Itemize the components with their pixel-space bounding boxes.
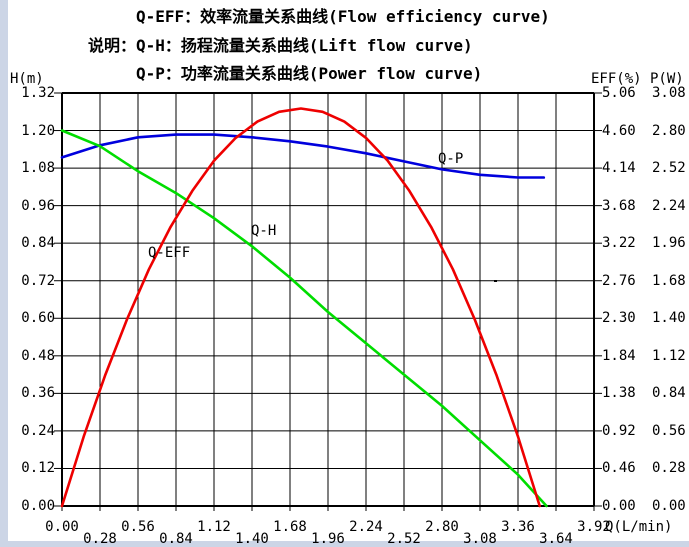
x-axis-tick: 3.08 (463, 531, 497, 547)
x-axis-tick: 3.36 (501, 519, 535, 535)
x-axis-tick: 0.84 (159, 531, 193, 547)
eff-axis-tick: 5.06 (602, 85, 636, 101)
x-axis-title: Q(L/min) (605, 519, 673, 535)
x-axis-tick: 1.40 (235, 531, 269, 547)
eff-axis-tick: 2.30 (602, 310, 636, 327)
h-axis-tick: 0.00 (21, 498, 55, 514)
p-axis-tick: 1.40 (652, 310, 686, 327)
p-axis-tick: 0.00 (652, 498, 686, 514)
eff-axis-tick: 3.22 (602, 235, 636, 252)
x-axis-tick: 3.92 (577, 519, 611, 535)
x-axis-tick: 2.24 (349, 519, 383, 535)
p-axis-tick: 1.12 (652, 347, 686, 364)
x-axis-tick: 1.12 (197, 519, 231, 535)
eff-axis-tick: 1.84 (602, 347, 636, 364)
stray-mark (494, 280, 497, 282)
eff-axis-tick: 3.68 (602, 197, 636, 214)
x-axis-tick: 2.80 (425, 519, 459, 535)
h-axis-tick: 0.36 (21, 385, 55, 402)
h-axis-title: H(m) (10, 71, 44, 87)
eff-axis-tick: 0.46 (602, 460, 636, 477)
x-axis-tick: 2.52 (387, 531, 421, 547)
h-axis-tick: 0.24 (21, 422, 55, 439)
x-axis-tick: 0.28 (83, 531, 117, 547)
eff-axis-tick: 2.76 (602, 272, 636, 289)
eff-axis-tick: 4.60 (602, 122, 636, 139)
q-eff-curve-label: Q-EFF (148, 245, 191, 261)
h-axis-tick: 0.48 (21, 347, 55, 364)
q-h-curve-label: Q-H (251, 223, 277, 239)
eff-axis-tick: 0.92 (602, 422, 636, 439)
eff-axis-title: EFF(%) (591, 71, 642, 87)
h-axis-tick: 1.08 (21, 160, 55, 177)
p-axis-tick: 2.24 (652, 197, 686, 214)
p-axis-tick: 2.52 (652, 160, 686, 177)
eff-axis-tick: 4.14 (602, 160, 636, 177)
legend-line-q-h: Q-H：扬程流量关系曲线(Lift flow curve) (136, 36, 473, 55)
curve-q-eff (60, 107, 542, 508)
window-edge-left (0, 0, 8, 547)
x-axis-tick: 1.96 (311, 531, 345, 547)
x-axis-tick: 0.00 (45, 519, 79, 535)
curve-q-h (60, 129, 548, 508)
h-axis-tick: 1.20 (21, 122, 55, 139)
curve-q-p (60, 133, 546, 179)
legend-label: 说明： (88, 36, 137, 55)
window-edge-bottom (0, 541, 689, 547)
q-p-curve-label: Q-P (438, 151, 464, 167)
p-axis-title: P(W) (650, 71, 684, 87)
x-axis-tick: 1.68 (273, 519, 307, 535)
h-axis-tick: 0.60 (21, 310, 55, 327)
p-axis-tick: 0.56 (652, 422, 686, 439)
legend-line-q-p: Q-P：功率流量关系曲线(Power flow curve) (136, 64, 483, 83)
x-axis-tick: 3.64 (539, 531, 573, 547)
h-axis-tick: 0.12 (21, 460, 55, 477)
p-axis-tick: 0.28 (652, 460, 686, 477)
legend-line-q-eff: Q-EFF：效率流量关系曲线(Flow efficiency curve) (136, 7, 550, 26)
p-axis-tick: 3.08 (652, 85, 686, 101)
h-axis-tick: 1.32 (21, 85, 55, 101)
p-axis-tick: 1.68 (652, 272, 686, 289)
eff-axis-tick: 1.38 (602, 385, 636, 402)
p-axis-tick: 2.80 (652, 122, 686, 139)
eff-axis-tick: 0.00 (602, 498, 636, 514)
h-axis-tick: 0.96 (21, 197, 55, 214)
p-axis-tick: 1.96 (652, 235, 686, 252)
x-axis-tick: 0.56 (121, 519, 155, 535)
h-axis-tick: 0.84 (21, 235, 55, 252)
p-axis-tick: 0.84 (652, 385, 686, 402)
h-axis-tick: 0.72 (21, 272, 55, 289)
